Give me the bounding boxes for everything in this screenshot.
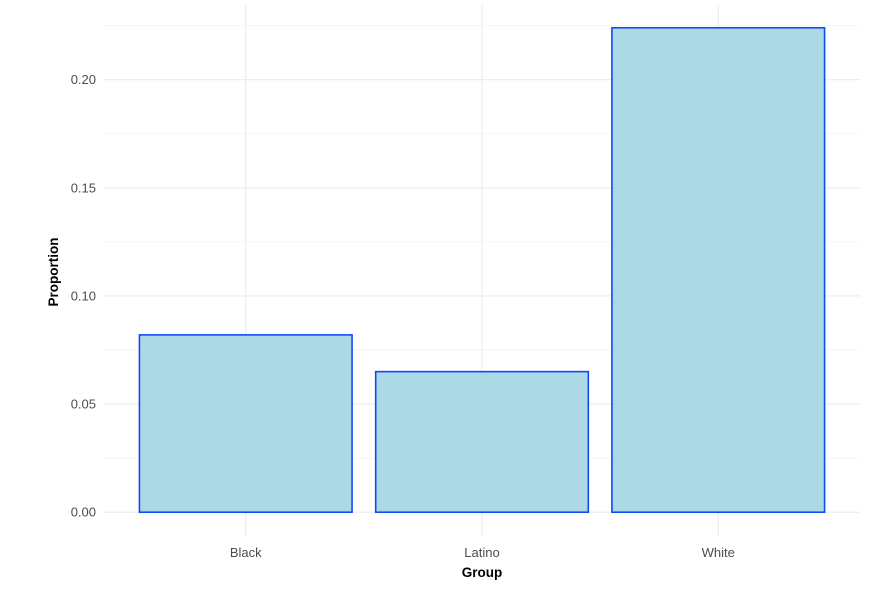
y-axis-tick-labels: 0.00 0.05 0.10 0.15 0.20 [71, 72, 96, 520]
y-tick-label: 0.00 [71, 505, 96, 520]
y-tick-label: 0.05 [71, 397, 96, 412]
x-axis-tick-labels: Black Latino White [230, 545, 735, 560]
y-tick-label: 0.15 [71, 180, 96, 195]
y-tick-label: 0.10 [71, 288, 96, 303]
y-tick-label: 0.20 [71, 72, 96, 87]
y-axis-title: Proportion [46, 238, 61, 307]
bars [138, 26, 826, 514]
x-tick-label: Black [230, 545, 262, 560]
x-axis-title: Group [462, 565, 503, 580]
x-tick-label: Latino [464, 545, 499, 560]
bar-white [611, 26, 826, 514]
bar-latino [374, 370, 590, 514]
x-tick-label: White [702, 545, 735, 560]
bar-black [138, 334, 353, 514]
